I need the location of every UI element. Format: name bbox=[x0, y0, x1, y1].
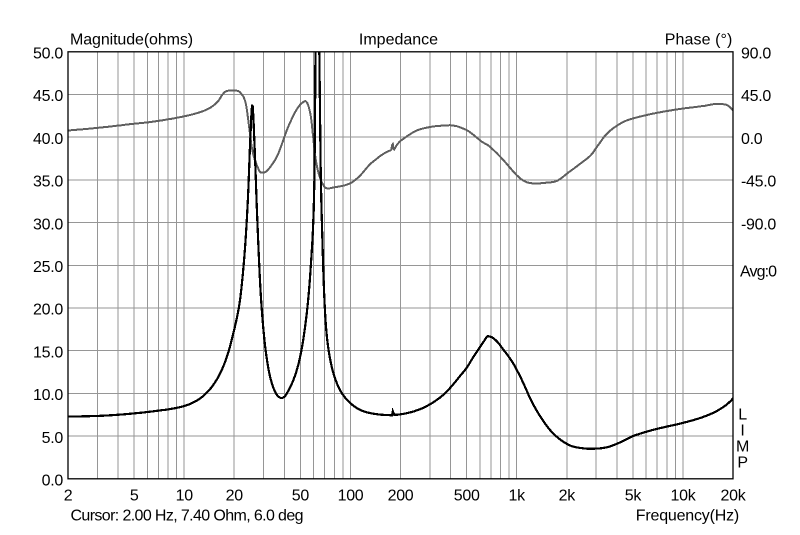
svg-text:Cursor: 2.00 Hz, 7.40 Ohm, 6.0: Cursor: 2.00 Hz, 7.40 Ohm, 6.0 deg bbox=[71, 507, 303, 524]
svg-text:45.0: 45.0 bbox=[741, 88, 771, 105]
svg-text:P: P bbox=[737, 455, 747, 472]
svg-text:0.0: 0.0 bbox=[741, 131, 763, 148]
svg-text:1k: 1k bbox=[509, 488, 527, 505]
svg-text:20.0: 20.0 bbox=[33, 302, 63, 319]
svg-text:20k: 20k bbox=[721, 488, 747, 505]
svg-text:Impedance: Impedance bbox=[359, 32, 438, 49]
svg-text:25.0: 25.0 bbox=[33, 259, 63, 276]
svg-text:-90.0: -90.0 bbox=[741, 216, 776, 233]
svg-text:2: 2 bbox=[64, 488, 73, 505]
svg-text:40.0: 40.0 bbox=[33, 131, 63, 148]
svg-text:100: 100 bbox=[338, 488, 364, 505]
svg-text:90.0: 90.0 bbox=[741, 46, 771, 63]
svg-text:20: 20 bbox=[226, 488, 244, 505]
svg-text:15.0: 15.0 bbox=[33, 344, 63, 361]
svg-text:0.0: 0.0 bbox=[42, 473, 64, 490]
svg-text:50: 50 bbox=[292, 488, 310, 505]
svg-text:M: M bbox=[736, 439, 749, 456]
svg-text:10: 10 bbox=[176, 488, 194, 505]
svg-text:L: L bbox=[738, 407, 747, 424]
svg-text:10k: 10k bbox=[671, 488, 697, 505]
svg-text:5k: 5k bbox=[625, 488, 643, 505]
svg-text:30.0: 30.0 bbox=[33, 216, 63, 233]
svg-text:-45.0: -45.0 bbox=[741, 174, 776, 191]
svg-text:500: 500 bbox=[454, 488, 480, 505]
svg-text:2k: 2k bbox=[559, 488, 577, 505]
svg-text:Phase (°): Phase (°) bbox=[665, 32, 733, 49]
svg-text:Avg:0: Avg:0 bbox=[740, 264, 777, 281]
svg-text:50.0: 50.0 bbox=[33, 46, 63, 63]
svg-text:200: 200 bbox=[388, 488, 414, 505]
svg-text:45.0: 45.0 bbox=[33, 88, 63, 105]
svg-text:10.0: 10.0 bbox=[33, 387, 63, 404]
svg-text:5.0: 5.0 bbox=[42, 430, 64, 447]
svg-text:Magnitude(ohms): Magnitude(ohms) bbox=[70, 32, 193, 49]
svg-text:35.0: 35.0 bbox=[33, 174, 63, 191]
svg-text:I: I bbox=[740, 423, 744, 440]
svg-text:5: 5 bbox=[130, 488, 139, 505]
svg-text:Frequency(Hz): Frequency(Hz) bbox=[636, 507, 739, 524]
